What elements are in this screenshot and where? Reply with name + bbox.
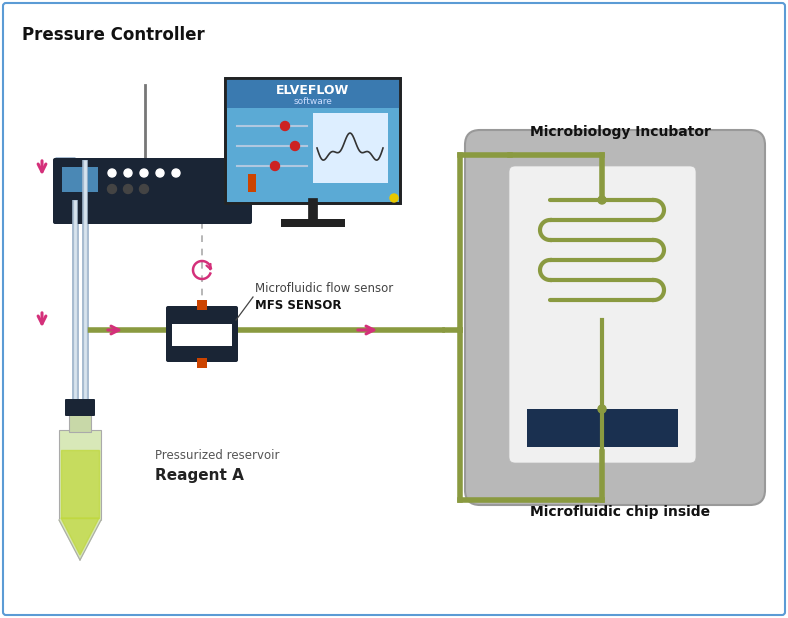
Circle shape [139, 185, 148, 193]
Text: ELVEFLOW: ELVEFLOW [276, 83, 349, 96]
Circle shape [270, 161, 280, 171]
FancyBboxPatch shape [313, 113, 388, 183]
FancyBboxPatch shape [509, 166, 696, 463]
Text: Microfluidic chip inside: Microfluidic chip inside [530, 505, 710, 519]
FancyBboxPatch shape [197, 358, 207, 368]
Circle shape [172, 169, 180, 177]
FancyBboxPatch shape [225, 78, 400, 203]
FancyBboxPatch shape [69, 414, 91, 432]
Circle shape [598, 196, 606, 204]
FancyBboxPatch shape [281, 219, 344, 227]
Text: Pressurized reservoir: Pressurized reservoir [155, 449, 280, 462]
Polygon shape [61, 518, 99, 555]
Text: Reagent A: Reagent A [155, 467, 243, 483]
Text: software: software [293, 96, 332, 106]
Circle shape [390, 194, 398, 202]
FancyBboxPatch shape [62, 167, 98, 192]
Text: Microfluidic flow sensor: Microfluidic flow sensor [255, 282, 393, 295]
Circle shape [124, 169, 132, 177]
FancyBboxPatch shape [3, 3, 785, 615]
FancyBboxPatch shape [166, 306, 238, 362]
Circle shape [291, 142, 299, 151]
FancyBboxPatch shape [53, 158, 252, 224]
Circle shape [108, 169, 116, 177]
FancyBboxPatch shape [59, 430, 101, 520]
Circle shape [140, 169, 148, 177]
FancyBboxPatch shape [527, 409, 678, 447]
Circle shape [124, 185, 132, 193]
FancyBboxPatch shape [197, 300, 207, 310]
Polygon shape [61, 450, 99, 518]
Polygon shape [59, 520, 101, 560]
Circle shape [598, 405, 606, 413]
Circle shape [281, 122, 289, 130]
Text: Microbiology Incubator: Microbiology Incubator [530, 125, 711, 139]
FancyBboxPatch shape [172, 324, 232, 346]
Text: Pressure Controller: Pressure Controller [22, 26, 205, 44]
FancyBboxPatch shape [465, 130, 765, 505]
FancyBboxPatch shape [248, 174, 256, 192]
Circle shape [107, 185, 117, 193]
Circle shape [156, 169, 164, 177]
Text: MFS SENSOR: MFS SENSOR [255, 298, 341, 311]
FancyBboxPatch shape [225, 78, 400, 108]
FancyBboxPatch shape [65, 399, 95, 416]
